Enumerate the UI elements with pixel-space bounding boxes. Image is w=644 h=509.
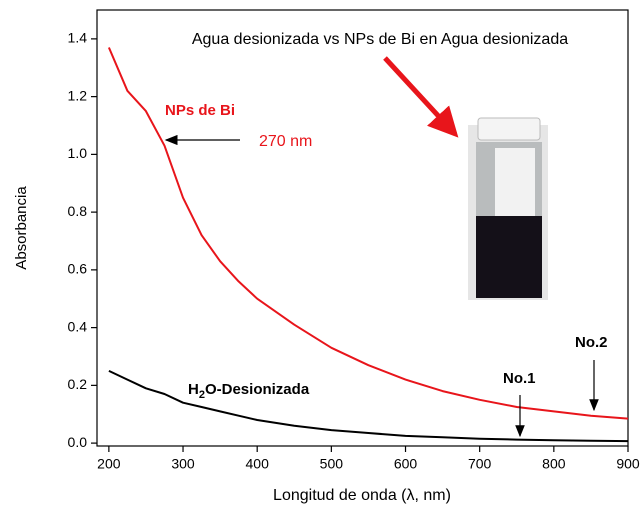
y-axis-label: Absorbancia	[13, 186, 30, 270]
red-arrow	[383, 56, 459, 138]
data-line	[108, 369, 629, 443]
water-label-part: H	[188, 381, 199, 398]
x-tick-label: 400	[246, 456, 270, 472]
sample-label: No.2	[575, 334, 608, 351]
data-line	[107, 47, 629, 420]
y-tick-label: 0.6	[68, 261, 88, 277]
x-tick-label: 500	[320, 456, 344, 472]
plot-area: 200 300 400 500 600 700 800 900 0.0 0.2 0.4 0.6 0.8 1…	[68, 30, 640, 472]
x-tick-label: 600	[394, 456, 418, 472]
x-axis-label: Longitud de onda (λ, nm)	[273, 487, 451, 504]
y-tick-label: 0.4	[68, 318, 88, 334]
water-label-sub: 2	[199, 389, 205, 401]
x-tick-label: 900	[616, 456, 640, 472]
x-tick-label: 300	[171, 456, 195, 472]
y-tick-label: 0.0	[68, 434, 88, 450]
header-annotation: Agua desionizada vs NPs de Bi en Agua de…	[192, 31, 568, 48]
vial-photo	[468, 117, 548, 300]
y-tick-label: 1.2	[68, 87, 88, 103]
x-tick-label: 800	[542, 456, 566, 472]
peak-annotation: 270 nm	[259, 133, 312, 150]
series-label: NPs de Bi	[165, 102, 235, 119]
sample-label: No.1	[503, 370, 536, 387]
water-label-part: O-Desionizada	[205, 381, 310, 398]
y-tick-label: 1.4	[68, 30, 88, 46]
plot-frame	[96, 9, 629, 447]
y-tick-label: 0.2	[68, 376, 88, 392]
x-tick-label: 200	[97, 456, 121, 472]
y-tick-label: 1.0	[68, 145, 88, 161]
water-label: H2O-Desionizada	[188, 381, 310, 401]
x-tick-label: 700	[468, 456, 492, 472]
y-tick-label: 0.8	[68, 203, 88, 219]
